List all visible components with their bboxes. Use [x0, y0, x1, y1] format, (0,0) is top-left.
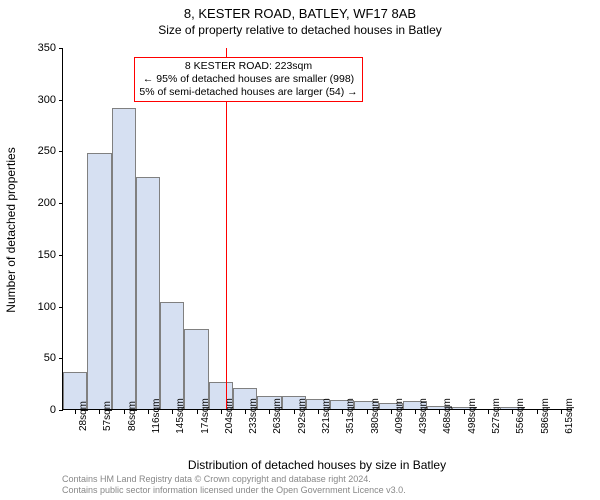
x-tick-label: 615sqm [564, 398, 575, 434]
x-tick-mark [342, 410, 343, 414]
x-tick-label: 586sqm [540, 398, 551, 434]
x-tick-label: 468sqm [442, 398, 453, 434]
x-tick-mark [148, 410, 149, 414]
footer-line-1: Contains HM Land Registry data © Crown c… [62, 474, 572, 485]
x-axis-label: Distribution of detached houses by size … [62, 458, 572, 472]
annotation-box: 8 KESTER ROAD: 223sqm← 95% of detached h… [134, 57, 362, 102]
x-tick-mark [269, 410, 270, 414]
x-tick-mark [294, 410, 295, 414]
y-tick-label: 50 [26, 352, 56, 364]
y-tick-mark [59, 48, 63, 49]
chart-title-main: 8, KESTER ROAD, BATLEY, WF17 8AB [0, 0, 600, 21]
annotation-line: 5% of semi-detached houses are larger (5… [139, 86, 357, 99]
footer-line-2: Contains public sector information licen… [62, 485, 572, 496]
y-tick-mark [59, 255, 63, 256]
x-tick-mark [99, 410, 100, 414]
x-tick-mark [439, 410, 440, 414]
histogram-bar [184, 329, 208, 409]
x-tick-mark [367, 410, 368, 414]
x-tick-mark [488, 410, 489, 414]
x-tick-mark [391, 410, 392, 414]
y-axis-label: Number of detached properties [4, 30, 18, 230]
x-tick-mark [221, 410, 222, 414]
y-tick-label: 200 [26, 197, 56, 209]
x-tick-mark [561, 410, 562, 414]
y-tick-label: 0 [26, 404, 56, 416]
y-tick-label: 300 [26, 94, 56, 106]
y-tick-mark [59, 358, 63, 359]
x-tick-label: 498sqm [467, 398, 478, 434]
y-tick-mark [59, 203, 63, 204]
y-tick-label: 350 [26, 42, 56, 54]
x-tick-mark [464, 410, 465, 414]
x-tick-mark [415, 410, 416, 414]
y-tick-mark [59, 410, 63, 411]
chart-title-sub: Size of property relative to detached ho… [0, 21, 600, 37]
x-tick-mark [124, 410, 125, 414]
y-tick-mark [59, 151, 63, 152]
histogram-bar [160, 302, 184, 409]
x-tick-mark [75, 410, 76, 414]
histogram-bar [87, 153, 111, 410]
x-tick-label: 556sqm [515, 398, 526, 434]
x-tick-label: 439sqm [418, 398, 429, 434]
x-tick-mark [318, 410, 319, 414]
annotation-line: 8 KESTER ROAD: 223sqm [139, 60, 357, 73]
footer-attribution: Contains HM Land Registry data © Crown c… [62, 474, 572, 496]
histogram-bar [112, 108, 136, 409]
plot-area: 28sqm57sqm86sqm116sqm145sqm174sqm204sqm2… [62, 48, 572, 410]
y-tick-mark [59, 307, 63, 308]
x-tick-label: 527sqm [491, 398, 502, 434]
chart-container: 8, KESTER ROAD, BATLEY, WF17 8AB Size of… [0, 0, 600, 500]
x-tick-mark [172, 410, 173, 414]
y-tick-label: 100 [26, 301, 56, 313]
x-tick-mark [197, 410, 198, 414]
x-tick-mark [245, 410, 246, 414]
y-tick-label: 250 [26, 145, 56, 157]
x-tick-mark [512, 410, 513, 414]
annotation-line: ← 95% of detached houses are smaller (99… [139, 73, 357, 86]
y-tick-label: 150 [26, 249, 56, 261]
x-tick-mark [537, 410, 538, 414]
histogram-bar [136, 177, 160, 409]
y-tick-mark [59, 100, 63, 101]
